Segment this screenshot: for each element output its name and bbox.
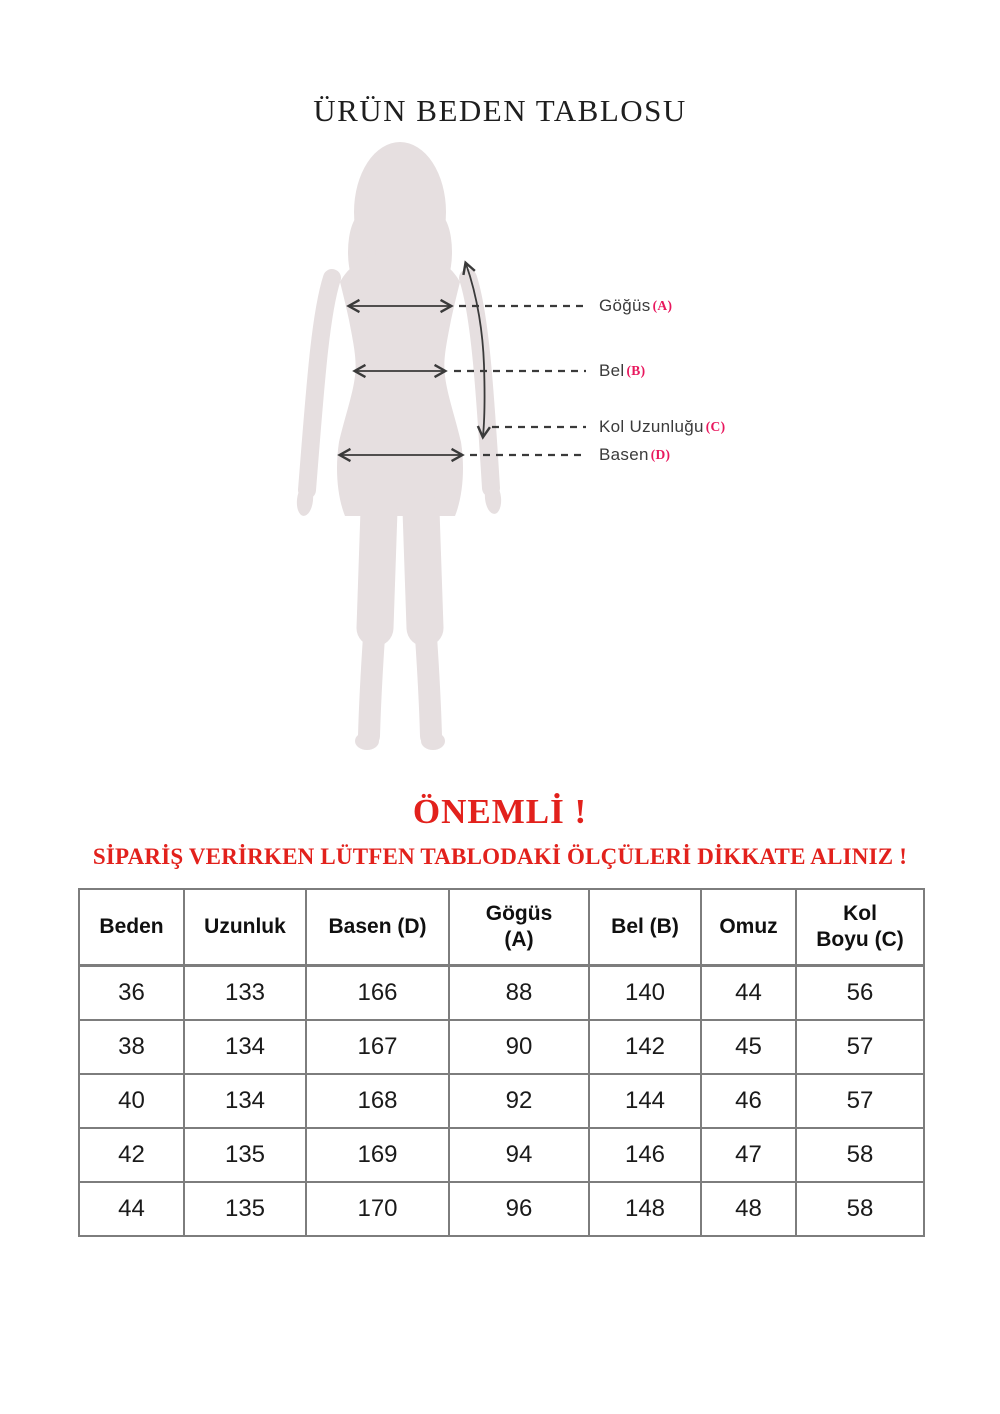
label-text: Bel: [599, 361, 625, 380]
cell: 36: [78, 964, 185, 1021]
cell: 170: [305, 1181, 450, 1237]
cell: 96: [448, 1181, 590, 1237]
cell: 38: [78, 1019, 185, 1075]
cell: 94: [448, 1127, 590, 1183]
cell: 144: [588, 1073, 702, 1129]
arm-length-arrow: [462, 260, 491, 440]
size-row-36: 36 133 166 88 140 44 56: [78, 964, 925, 1021]
col-header-omuz: Omuz: [700, 888, 797, 967]
label-kol-uzunlugu: Kol Uzunluğu (C): [599, 418, 725, 437]
cell: 56: [795, 964, 925, 1021]
label-bel: Bel (B): [599, 362, 645, 381]
body-silhouette: [296, 142, 502, 750]
cell: 42: [78, 1127, 185, 1183]
col-header-gogus: Gögüs (A): [448, 888, 590, 967]
size-row-38: 38 134 167 90 142 45 57: [78, 1019, 925, 1075]
cell: 92: [448, 1073, 590, 1129]
label-text: Basen: [599, 445, 649, 464]
size-row-40: 40 134 168 92 144 46 57: [78, 1073, 925, 1129]
header-row: Beden Uzunluk Basen (D) Gögüs (A) Bel (B…: [78, 888, 925, 967]
label-basen: Basen (D): [599, 446, 670, 465]
cell: 48: [700, 1181, 797, 1237]
size-row-44: 44 135 170 96 148 48 58: [78, 1181, 925, 1237]
cell: 148: [588, 1181, 702, 1237]
cell: 44: [700, 964, 797, 1021]
cell: 135: [183, 1127, 307, 1183]
cell: 167: [305, 1019, 450, 1075]
size-table: Beden Uzunluk Basen (D) Gögüs (A) Bel (B…: [78, 888, 925, 1237]
size-row-42: 42 135 169 94 146 47 58: [78, 1127, 925, 1183]
col-header-basen: Basen (D): [305, 888, 450, 967]
cell: 45: [700, 1019, 797, 1075]
cell: 90: [448, 1019, 590, 1075]
col-header-beden: Beden: [78, 888, 185, 967]
cell: 57: [795, 1019, 925, 1075]
body-measurement-diagram: [296, 142, 586, 750]
label-marker-b: (B): [626, 363, 646, 378]
cell: 40: [78, 1073, 185, 1129]
cell: 44: [78, 1181, 185, 1237]
cell: 142: [588, 1019, 702, 1075]
label-marker-a: (A): [652, 298, 673, 313]
cell: 57: [795, 1073, 925, 1129]
cell: 88: [448, 964, 590, 1021]
cell: 169: [305, 1127, 450, 1183]
cell: 58: [795, 1127, 925, 1183]
cell: 133: [183, 964, 307, 1021]
page-title: ÜRÜN BEDEN TABLOSU: [313, 92, 687, 128]
cell: 47: [700, 1127, 797, 1183]
label-text: Kol Uzunluğu: [599, 417, 704, 436]
cell: 140: [588, 964, 702, 1021]
measurement-arrows: [337, 260, 586, 463]
warning-text: SİPARİŞ VERİRKEN LÜTFEN TABLODAKİ ÖLÇÜLE…: [92, 844, 908, 869]
label-text: Göğüs: [599, 296, 651, 315]
cell: 134: [183, 1019, 307, 1075]
cell: 146: [588, 1127, 702, 1183]
col-header-bel: Bel (B): [588, 888, 702, 967]
important-heading: ÖNEMLİ !: [412, 792, 588, 831]
col-header-uzunluk: Uzunluk: [183, 888, 307, 967]
col-header-kol-boyu: Kol Boyu (C): [795, 888, 925, 967]
label-gogus: Göğüs (A): [599, 297, 672, 316]
cell: 166: [305, 964, 450, 1021]
label-marker-d: (D): [650, 447, 671, 462]
cell: 134: [183, 1073, 307, 1129]
label-marker-c: (C): [705, 419, 726, 434]
cell: 58: [795, 1181, 925, 1237]
cell: 168: [305, 1073, 450, 1129]
cell: 135: [183, 1181, 307, 1237]
cell: 46: [700, 1073, 797, 1129]
